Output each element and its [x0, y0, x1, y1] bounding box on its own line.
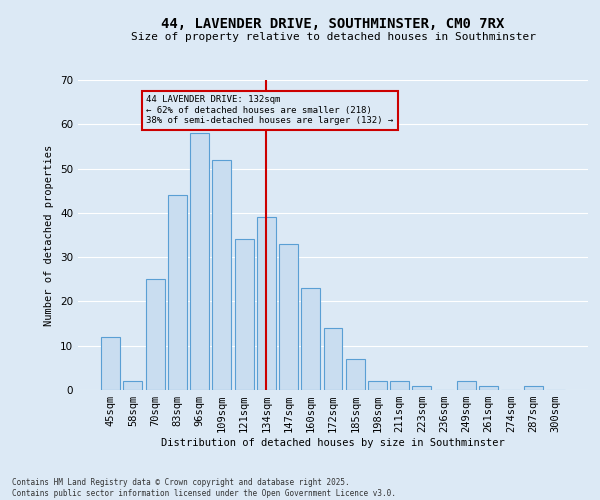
- Bar: [190, 133, 209, 390]
- Text: 44, LAVENDER DRIVE, SOUTHMINSTER, CM0 7RX: 44, LAVENDER DRIVE, SOUTHMINSTER, CM0 7R…: [161, 18, 505, 32]
- Y-axis label: Number of detached properties: Number of detached properties: [44, 144, 55, 326]
- Bar: [146, 280, 164, 390]
- Bar: [412, 386, 431, 390]
- Bar: [524, 386, 542, 390]
- Bar: [101, 337, 120, 390]
- Bar: [257, 218, 276, 390]
- Bar: [479, 386, 498, 390]
- Bar: [301, 288, 320, 390]
- Bar: [235, 240, 254, 390]
- Bar: [390, 381, 409, 390]
- Text: Size of property relative to detached houses in Southminster: Size of property relative to detached ho…: [131, 32, 536, 42]
- Bar: [168, 195, 187, 390]
- Bar: [124, 381, 142, 390]
- Bar: [346, 359, 365, 390]
- Bar: [457, 381, 476, 390]
- Text: 44 LAVENDER DRIVE: 132sqm
← 62% of detached houses are smaller (218)
38% of semi: 44 LAVENDER DRIVE: 132sqm ← 62% of detac…: [146, 96, 394, 126]
- Bar: [279, 244, 298, 390]
- Bar: [368, 381, 387, 390]
- Bar: [323, 328, 343, 390]
- Bar: [212, 160, 231, 390]
- Text: Contains HM Land Registry data © Crown copyright and database right 2025.
Contai: Contains HM Land Registry data © Crown c…: [12, 478, 396, 498]
- X-axis label: Distribution of detached houses by size in Southminster: Distribution of detached houses by size …: [161, 438, 505, 448]
